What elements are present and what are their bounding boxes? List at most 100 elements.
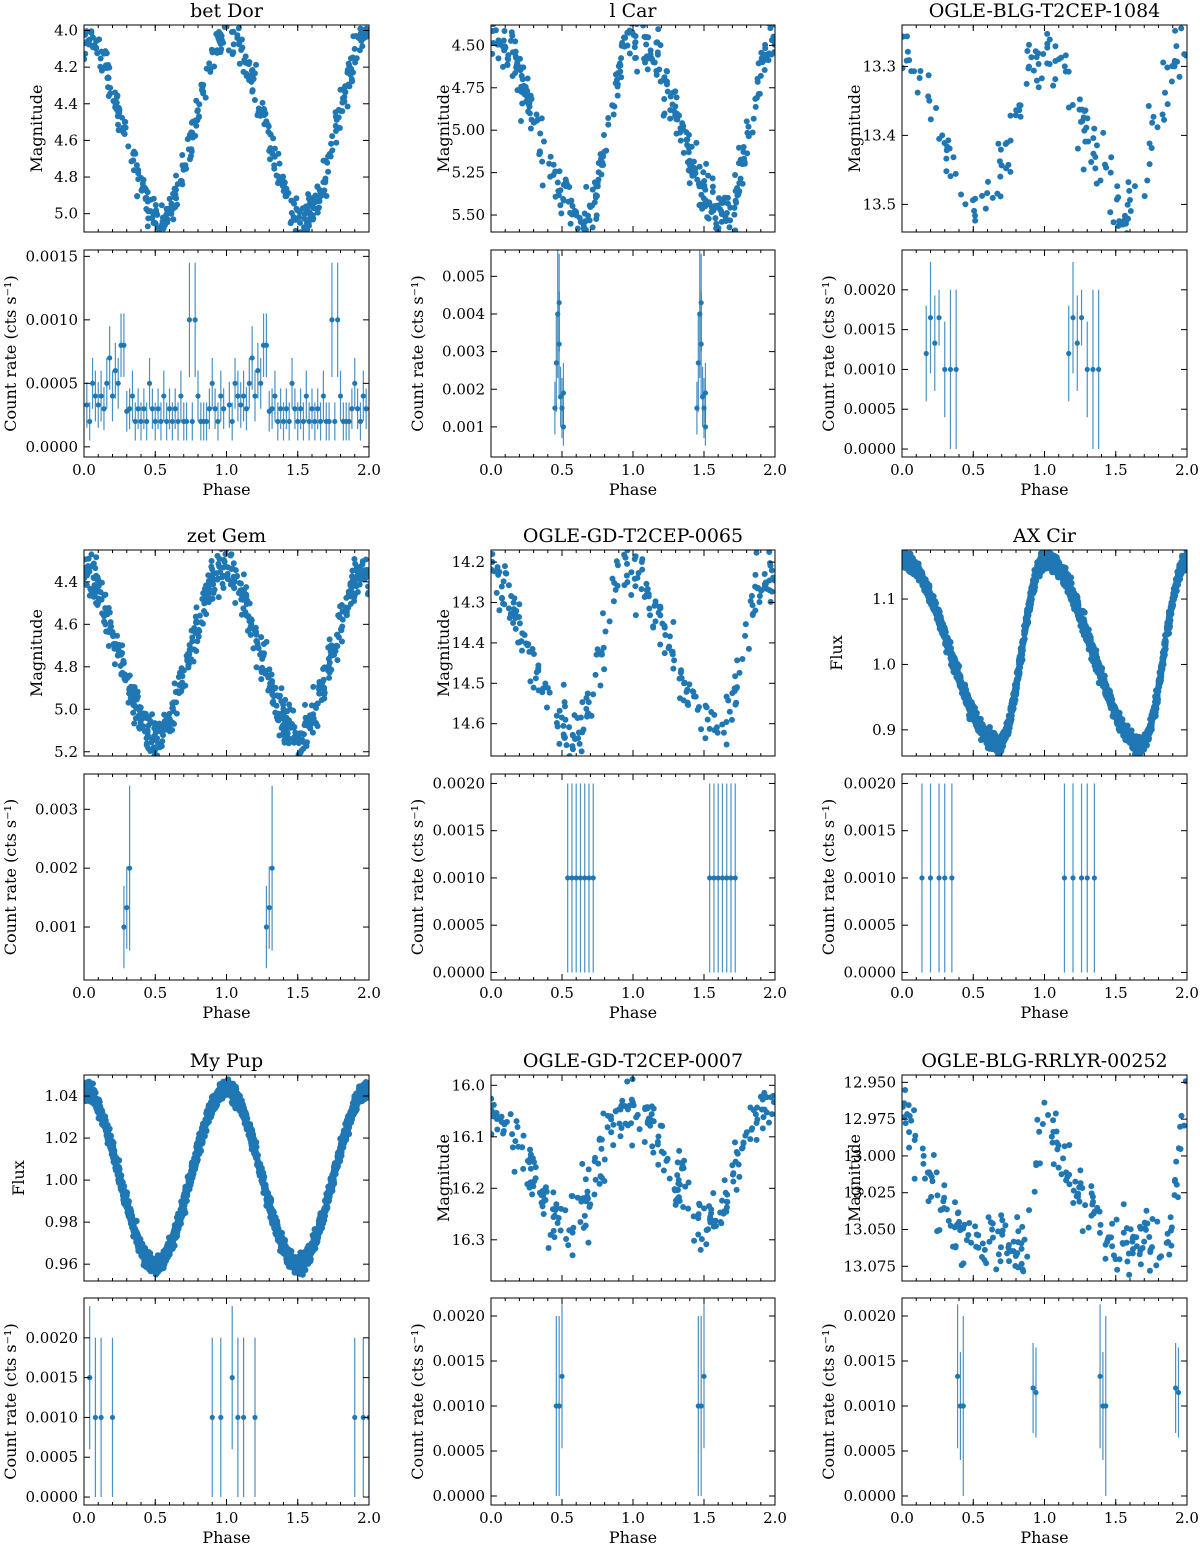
data-point <box>705 172 712 179</box>
data-point <box>349 567 356 574</box>
data-point <box>344 103 351 110</box>
data-point <box>771 6 777 12</box>
data-point <box>679 120 686 127</box>
data-point <box>518 72 525 79</box>
data-point <box>681 679 688 686</box>
data-point <box>500 63 507 70</box>
data-point <box>193 97 200 104</box>
data-point <box>752 95 759 102</box>
data-point <box>1124 230 1130 232</box>
data-point <box>303 742 310 749</box>
data-point <box>1114 709 1121 717</box>
data-point <box>203 611 210 618</box>
data-point <box>234 35 241 42</box>
data-point <box>719 875 726 881</box>
data-point <box>624 29 631 36</box>
data-point <box>581 218 588 225</box>
data-point <box>580 225 587 232</box>
data-point <box>698 191 705 198</box>
data-point <box>520 82 527 89</box>
data-point <box>500 578 507 585</box>
data-point <box>632 553 639 560</box>
data-point <box>742 632 749 639</box>
data-point <box>363 406 369 412</box>
data-point <box>121 675 128 682</box>
data-point <box>198 81 205 88</box>
data-point <box>236 41 243 48</box>
data-point <box>107 355 113 361</box>
data-point <box>346 591 353 598</box>
data-point <box>936 875 942 881</box>
data-point <box>102 605 109 612</box>
data-point <box>740 143 747 150</box>
data-point <box>1119 221 1126 228</box>
y-tick-label: 5.50 <box>452 206 485 224</box>
data-point <box>349 406 355 412</box>
data-point <box>1145 730 1153 737</box>
data-point <box>1017 113 1024 120</box>
data-point <box>515 639 522 646</box>
data-point <box>724 875 730 881</box>
data-point <box>221 558 228 565</box>
data-point <box>253 637 260 644</box>
data-point <box>124 905 130 911</box>
data-point <box>953 666 960 674</box>
data-point <box>736 669 743 676</box>
data-point <box>214 552 221 559</box>
data-point <box>1049 557 1056 565</box>
data-point <box>101 618 108 625</box>
data-point <box>533 111 540 118</box>
data-point <box>600 644 607 651</box>
y-tick-label: 0.0000 <box>844 963 897 981</box>
data-point <box>576 214 583 221</box>
data-point <box>321 695 328 702</box>
y-tick-label: 0.0010 <box>844 869 897 887</box>
data-point <box>1019 639 1026 646</box>
data-point <box>708 209 715 216</box>
data-point <box>610 111 617 118</box>
data-point <box>251 97 258 104</box>
data-point <box>232 600 239 607</box>
x-axis-label: Phase <box>1020 1003 1068 1022</box>
y-tick-label: 0.0015 <box>26 247 79 265</box>
y-axis-label: Flux <box>827 635 846 671</box>
y-tick-label: 0.0010 <box>26 311 79 329</box>
data-point <box>1154 124 1161 131</box>
data-point <box>295 735 302 742</box>
chart-title: zet Gem <box>187 525 266 547</box>
data-point <box>175 418 181 425</box>
data-point <box>105 643 112 650</box>
data-point <box>332 122 339 129</box>
data-point <box>199 596 206 603</box>
data-point <box>641 593 648 600</box>
y-tick-label: 1.1 <box>872 590 896 608</box>
data-point <box>605 121 612 128</box>
y-tick-label: 4.6 <box>54 131 78 149</box>
y-tick-label: 4.8 <box>54 168 78 186</box>
data-point <box>732 701 739 708</box>
data-point <box>192 117 199 124</box>
data-point <box>1070 315 1076 321</box>
y-tick-label: 14.6 <box>452 715 485 733</box>
data-point <box>715 875 721 881</box>
x-axis-label: Phase <box>609 1003 657 1022</box>
data-point <box>689 172 696 179</box>
y-tick-label: 0.0020 <box>844 281 897 299</box>
data-point <box>275 180 282 187</box>
data-point <box>133 162 140 169</box>
data-point <box>243 593 250 600</box>
data-point <box>1176 73 1183 80</box>
data-point <box>329 133 336 140</box>
data-point <box>546 689 553 696</box>
data-point <box>130 709 137 716</box>
data-point <box>115 127 122 134</box>
data-point <box>163 205 170 212</box>
data-point <box>923 350 929 357</box>
chart-title: OGLE-BLG-T2CEP-1084 <box>929 0 1161 22</box>
data-point <box>278 406 284 412</box>
data-point <box>321 686 328 693</box>
data-point <box>494 567 501 574</box>
data-point <box>953 366 959 373</box>
data-point <box>209 566 216 573</box>
data-point <box>112 89 119 96</box>
